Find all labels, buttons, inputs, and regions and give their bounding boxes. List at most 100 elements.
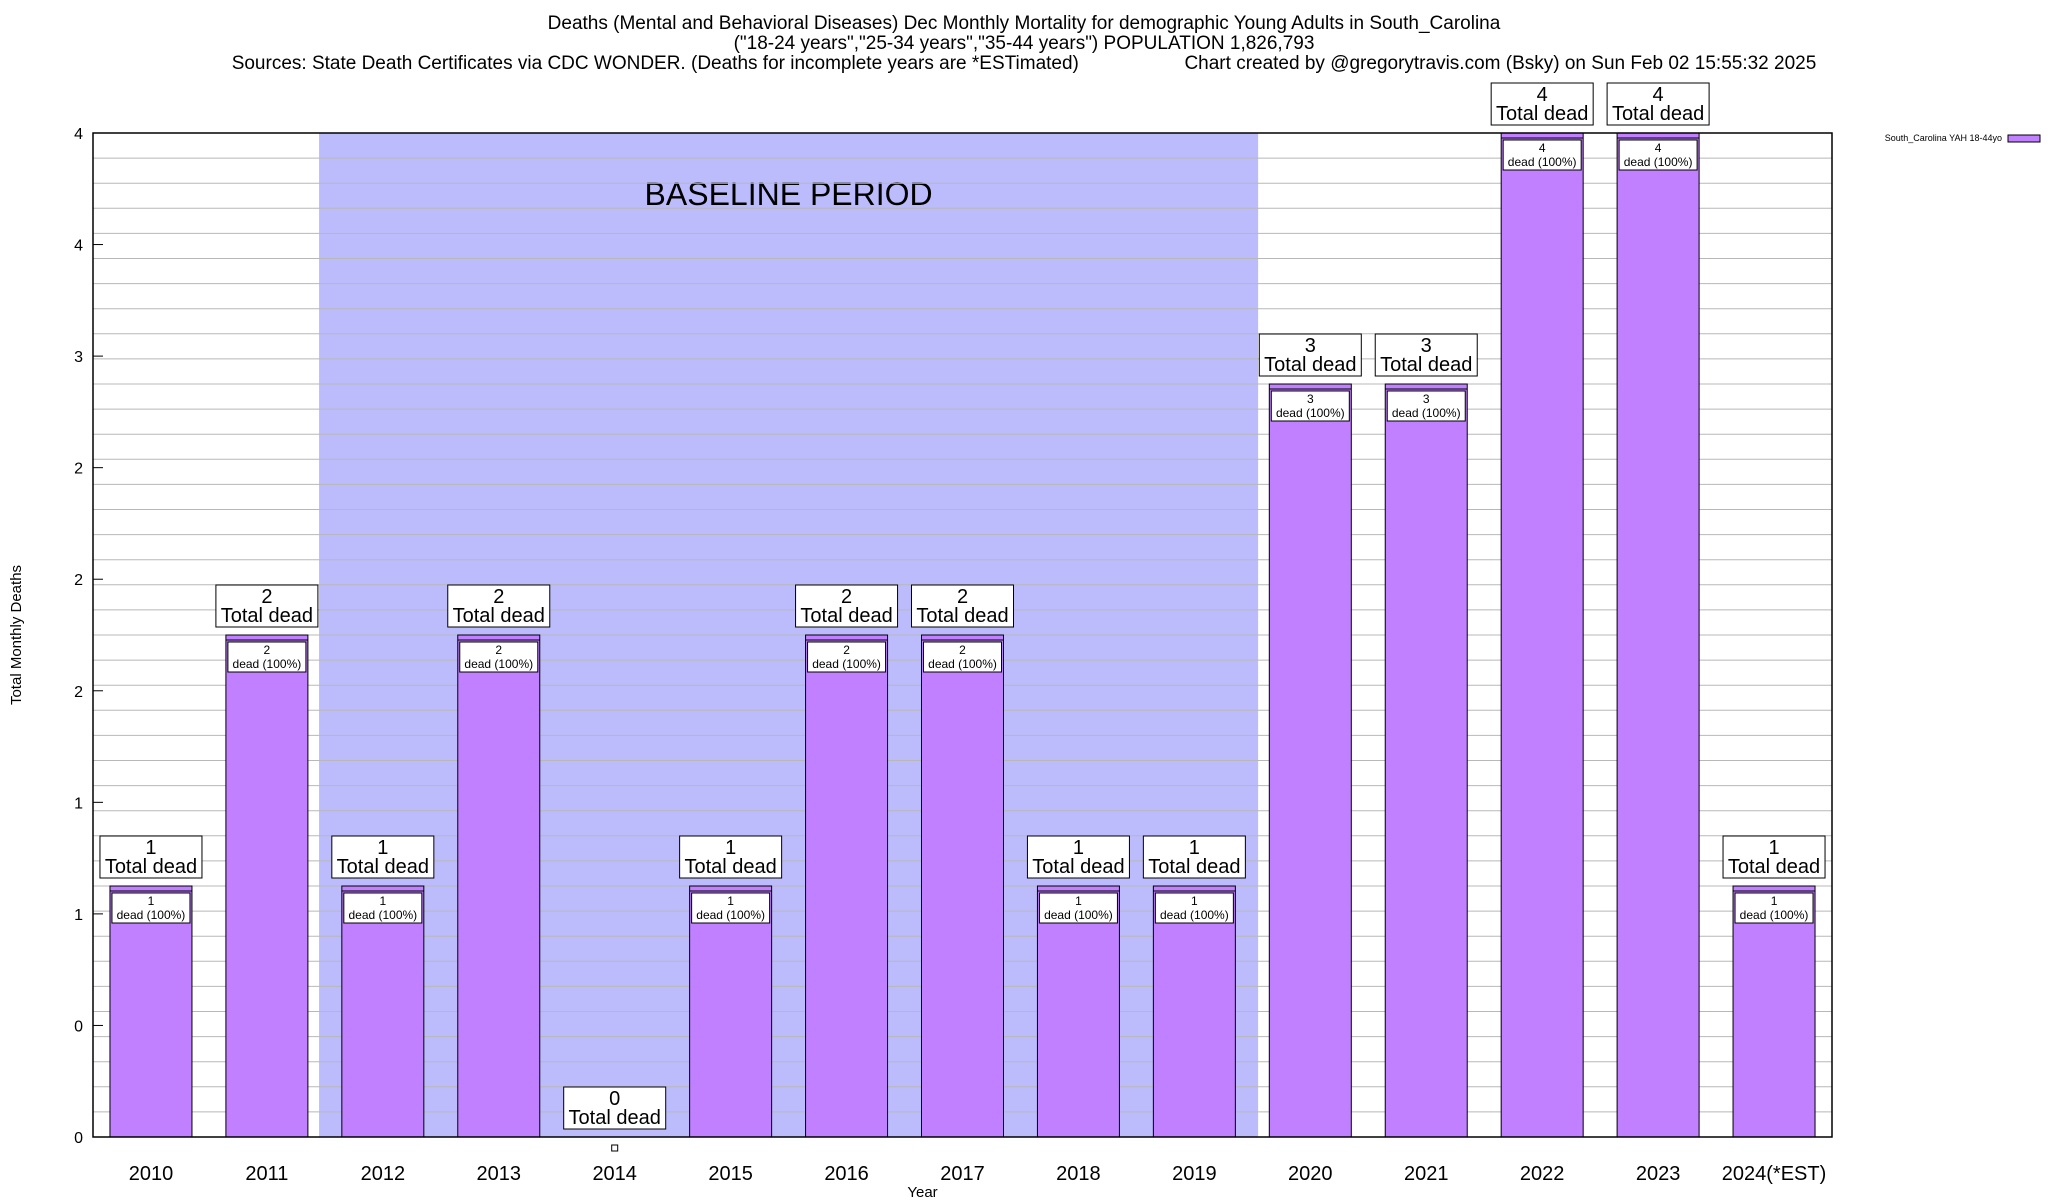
top-label-text: Total dead <box>800 605 892 627</box>
inner-label-box <box>1270 390 1350 422</box>
x-tick-label: 2013 <box>477 1163 522 1185</box>
top-label-count: 1 <box>725 837 736 859</box>
x-tick-label: 2012 <box>361 1163 406 1185</box>
top-label-count: 1 <box>1189 837 1200 859</box>
top-label-text: Total dead <box>337 856 429 878</box>
top-label-text: Total dead <box>1380 354 1472 376</box>
inner-label-count: 1 <box>727 894 734 908</box>
bar <box>689 885 773 1138</box>
top-label-box <box>1374 333 1478 377</box>
bar <box>225 634 309 1138</box>
top-label-text: Total dead <box>221 605 313 627</box>
inner-label-text: dead (100%) <box>928 657 997 671</box>
top-label-box <box>1026 835 1130 879</box>
inner-label-text: dead (100%) <box>348 908 417 922</box>
x-tick-label: 2019 <box>1172 1163 1217 1185</box>
bar <box>1616 132 1700 1138</box>
chart-sources: Sources: State Death Certificates via CD… <box>0 54 2048 74</box>
x-tick-label: 2020 <box>1288 1163 1333 1185</box>
top-label-count: 3 <box>1305 335 1316 357</box>
top-label-text: Total dead <box>1612 103 1704 125</box>
y-tick-label: 3 <box>74 349 83 366</box>
y-tick-label: 0 <box>74 1130 83 1147</box>
y-tick-label: 2 <box>74 461 83 478</box>
inner-label-text: dead (100%) <box>1044 908 1113 922</box>
top-label-count: 2 <box>841 586 852 608</box>
y-tick-label: 1 <box>74 907 83 924</box>
bar <box>109 885 193 1138</box>
bar <box>457 634 541 1138</box>
inner-label-box <box>1038 892 1118 924</box>
inner-label-text: dead (100%) <box>696 908 765 922</box>
top-label-box <box>1490 82 1594 126</box>
inner-label-count: 2 <box>264 643 271 657</box>
inner-label-text: dead (100%) <box>812 657 881 671</box>
y-tick-label: 0 <box>74 1018 83 1035</box>
top-label-text: Total dead <box>1148 856 1240 878</box>
inner-label-box <box>807 641 887 673</box>
x-tick-label: 2021 <box>1404 1163 1449 1185</box>
inner-label-count: 1 <box>379 894 386 908</box>
inner-label-count: 2 <box>843 643 850 657</box>
inner-label-box <box>1386 390 1466 422</box>
inner-label-count: 2 <box>959 643 966 657</box>
inner-label-text: dead (100%) <box>1508 155 1577 169</box>
top-label-box <box>1606 82 1710 126</box>
inner-label-count: 3 <box>1307 392 1314 406</box>
x-tick-label: 2010 <box>129 1163 174 1185</box>
top-label-count: 2 <box>493 586 504 608</box>
top-label-box <box>99 835 203 879</box>
inner-label-box <box>227 641 307 673</box>
inner-label-box <box>459 641 539 673</box>
bar <box>921 634 1004 1138</box>
top-label-text: Total dead <box>1496 103 1588 125</box>
y-tick-label: 1 <box>74 795 83 812</box>
baseline-label: BASELINE PERIOD <box>645 176 933 212</box>
inner-label-text: dead (100%) <box>1160 908 1229 922</box>
top-label-text: Total dead <box>1728 856 1820 878</box>
x-axis-label: Year <box>907 1184 937 1200</box>
top-label-text: Total dead <box>916 605 1008 627</box>
inner-label-count: 4 <box>1539 141 1546 155</box>
inner-label-box <box>1618 139 1698 171</box>
top-label-box <box>215 584 319 628</box>
top-label-box <box>563 1086 667 1130</box>
x-tick-label: 2017 <box>940 1163 985 1185</box>
inner-label-text: dead (100%) <box>1276 406 1345 420</box>
inner-label-count: 2 <box>495 643 502 657</box>
inner-label-box <box>691 892 771 924</box>
top-label-box <box>795 584 899 628</box>
top-label-count: 1 <box>1768 837 1779 859</box>
top-label-box <box>1722 835 1826 879</box>
inner-label-text: dead (100%) <box>464 657 533 671</box>
top-label-box <box>331 835 435 879</box>
inner-label-count: 1 <box>1075 894 1082 908</box>
credit-text: Chart created by @gregorytravis.com (Bsk… <box>1184 53 1817 74</box>
inner-label-text: dead (100%) <box>1740 908 1809 922</box>
y-axis-label: Total Monthly Deaths <box>8 565 25 705</box>
top-label-text: Total dead <box>1264 354 1356 376</box>
x-tick-label: 2022 <box>1520 1163 1565 1185</box>
plot-border <box>92 132 1833 1138</box>
top-label-count: 1 <box>145 837 156 859</box>
inner-label-count: 1 <box>1771 894 1778 908</box>
bar <box>805 634 889 1138</box>
x-tick-label: 2011 <box>245 1163 288 1185</box>
inner-label-box <box>923 641 1002 673</box>
chart-subtitle: ("18-24 years","25-34 years","35-44 year… <box>733 33 1315 54</box>
top-label-count: 1 <box>1073 837 1084 859</box>
inner-label-box <box>111 892 191 924</box>
top-label-box <box>1142 835 1246 879</box>
top-label-box <box>1258 333 1362 377</box>
bar <box>1036 885 1120 1138</box>
top-label-text: Total dead <box>453 605 545 627</box>
top-label-count: 2 <box>261 586 272 608</box>
sources-text: Sources: State Death Certificates via CD… <box>231 53 1079 74</box>
legend-swatch <box>2007 134 2041 143</box>
y-tick-label: 2 <box>74 684 83 701</box>
top-label-text: Total dead <box>569 1107 661 1129</box>
inner-label-box <box>1154 892 1234 924</box>
y-tick-label: 4 <box>74 238 83 255</box>
x-tick-label: 2024(*EST) <box>1722 1163 1827 1185</box>
